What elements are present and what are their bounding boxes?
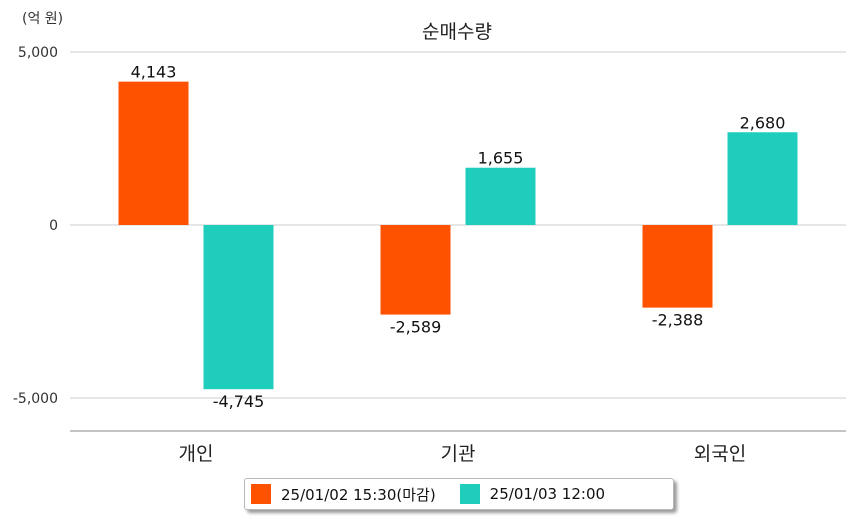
bar (465, 167, 536, 225)
legend-label-series-2: 25/01/03 12:00 (489, 485, 606, 503)
x-tick-label: 외국인 (694, 443, 746, 465)
legend-item-series-2[interactable]: 25/01/03 12:00 (459, 484, 606, 504)
data-label: -2,589 (390, 318, 442, 337)
chart-title: 순매수량 (422, 21, 492, 43)
y-axis-ticks: 5,000 0 -5,000 (13, 45, 58, 407)
y-tick-label: 5,000 (18, 45, 58, 61)
data-label: -4,745 (213, 392, 265, 411)
x-tick-label: 개인 (179, 443, 214, 465)
bar (380, 225, 451, 315)
bar (203, 225, 274, 390)
bar (727, 132, 798, 225)
y-tick-label: 0 (49, 218, 58, 234)
legend-swatch-series-1 (251, 484, 271, 504)
bars (118, 81, 798, 390)
legend-label-series-1: 25/01/02 15:30(마감) (281, 485, 436, 504)
data-labels: 4,143 -4,745 -2,589 1,655 -2,388 2,680 (131, 63, 786, 412)
data-label: 4,143 (131, 63, 177, 82)
unit-label: (억 원) (22, 11, 63, 27)
y-tick-label: -5,000 (13, 391, 58, 407)
grid-lines (70, 51, 846, 399)
bar (642, 225, 713, 308)
legend-item-series-1[interactable]: 25/01/02 15:30(마감) (251, 484, 436, 505)
x-axis-ticks: 개인 기관 외국인 (179, 443, 747, 465)
legend-swatch-series-2 (459, 484, 480, 504)
x-tick-label: 기관 (441, 443, 476, 465)
legend: 25/01/02 15:30(마감) 25/01/03 12:00 (244, 478, 674, 510)
data-label: -2,388 (652, 311, 704, 330)
bar (118, 81, 189, 226)
data-label: 2,680 (740, 113, 786, 132)
data-label: 1,655 (478, 149, 524, 168)
